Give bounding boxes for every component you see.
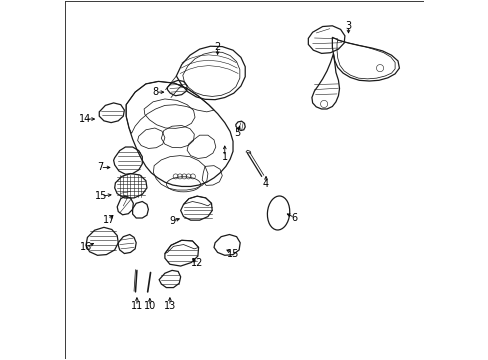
Text: 10: 10 (143, 301, 156, 311)
Text: 14: 14 (79, 114, 91, 124)
Text: 13: 13 (163, 301, 176, 311)
Text: 9: 9 (169, 216, 175, 226)
Text: 15: 15 (226, 248, 239, 258)
Text: 17: 17 (102, 215, 115, 225)
Text: 15: 15 (95, 191, 107, 201)
Text: 2: 2 (214, 42, 220, 52)
Text: 8: 8 (152, 87, 158, 97)
Text: 7: 7 (97, 162, 103, 172)
Text: 16: 16 (80, 242, 92, 252)
Text: 3: 3 (345, 21, 351, 31)
Text: 4: 4 (263, 179, 268, 189)
Text: 6: 6 (291, 213, 297, 222)
Text: 1: 1 (221, 152, 227, 162)
Text: 5: 5 (234, 129, 240, 138)
Text: 11: 11 (130, 301, 143, 311)
Text: 12: 12 (191, 258, 203, 268)
